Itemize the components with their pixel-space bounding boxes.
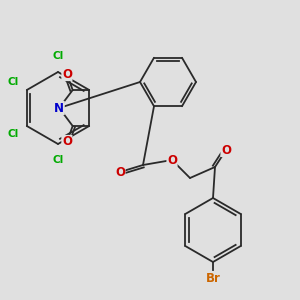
Text: Cl: Cl <box>7 77 19 87</box>
Text: O: O <box>115 166 125 178</box>
Text: N: N <box>54 101 64 115</box>
Text: O: O <box>221 143 231 157</box>
Text: Br: Br <box>206 272 220 284</box>
Text: Cl: Cl <box>52 155 64 165</box>
Text: O: O <box>167 154 177 166</box>
Text: O: O <box>62 136 72 148</box>
Text: O: O <box>62 68 72 80</box>
Text: Cl: Cl <box>52 51 64 61</box>
Text: Cl: Cl <box>7 129 19 139</box>
